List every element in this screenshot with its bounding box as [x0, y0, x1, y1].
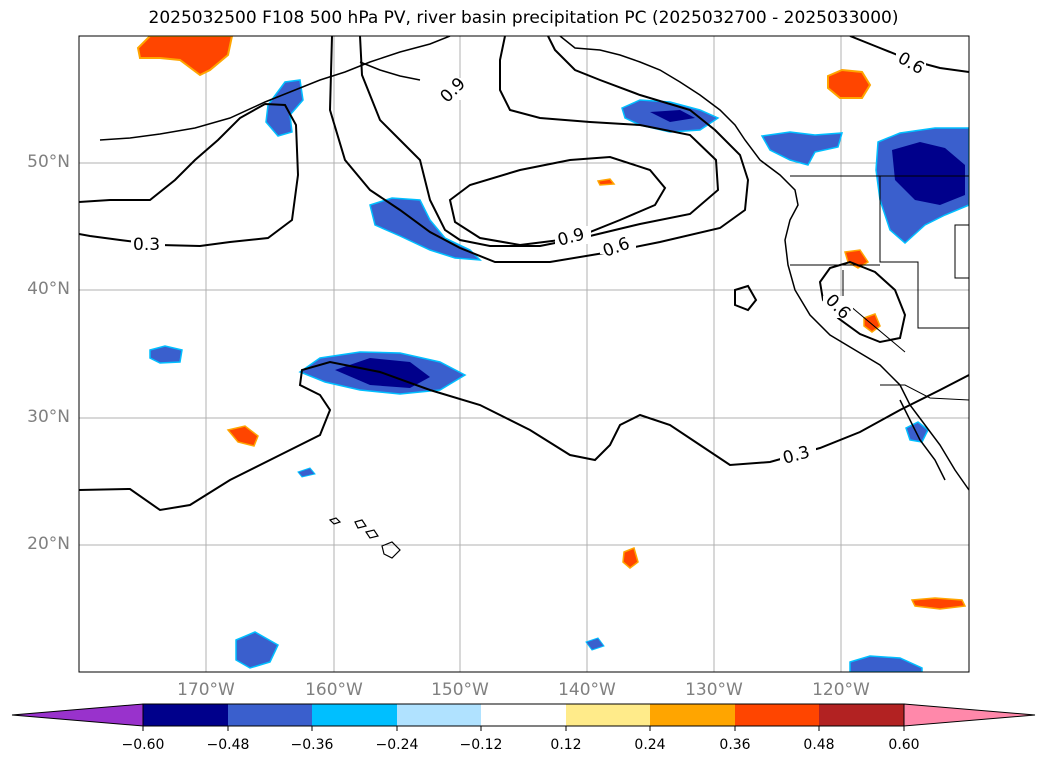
- colorbar-extend-high: [903, 703, 1036, 727]
- hawaii-islands: [328, 517, 401, 559]
- precip-blob-south-east: [849, 655, 923, 672]
- colorbar-tick-label: 0.60: [888, 737, 920, 753]
- map-title: 2025032500 F108 500 hPa PV, river basin …: [148, 8, 899, 28]
- colorbar-frame: [142, 703, 905, 727]
- colorbar-tick-label: −0.36: [290, 737, 334, 753]
- colorbar-bin: [566, 704, 650, 726]
- precip-blob-baja: [905, 421, 929, 443]
- map-frame: [78, 35, 970, 673]
- precip-blob-south-west: [235, 631, 279, 669]
- colorbar-tick-label: −0.24: [375, 737, 419, 753]
- precip-blob-wa: [760, 131, 844, 166]
- lat-label-30n: 30°N: [27, 407, 70, 427]
- colorbar-bin: [650, 704, 735, 726]
- lat-label-50n: 50°N: [27, 152, 70, 172]
- colorbar-bin: [312, 704, 397, 726]
- colorbar-tick-label: −0.48: [206, 737, 250, 753]
- precip-blob-hawaii-nw: [226, 425, 259, 447]
- colorbar-tick-label: 0.24: [634, 737, 666, 753]
- colorbar-bin: [481, 704, 566, 726]
- colorbar-extend-low: [11, 703, 144, 727]
- colorbar-tick-label: 0.48: [803, 737, 835, 753]
- lon-label-160w: 160°W: [305, 680, 363, 700]
- lon-label-170w: 170°W: [177, 680, 235, 700]
- colorbar-bin: [143, 704, 228, 726]
- contour-label: 0.3: [133, 235, 160, 255]
- colorbar-bin: [735, 704, 819, 726]
- colorbar: [11, 703, 1036, 731]
- precip-blob-canada: [827, 68, 872, 99]
- lon-label-130w: 130°W: [685, 680, 743, 700]
- colorbar-bin: [228, 704, 312, 726]
- lat-label-40n: 40°N: [27, 279, 70, 299]
- precip-blob-south-center: [622, 546, 639, 569]
- precip-positive-areas: [136, 36, 967, 610]
- colorbar-tick-label: −0.12: [459, 737, 503, 753]
- colorbar-bin: [819, 704, 904, 726]
- precip-blob-mexico: [910, 597, 967, 610]
- colorbar-bin: [397, 704, 481, 726]
- lon-label-140w: 140°W: [558, 680, 616, 700]
- colorbar-tick-label: 0.36: [719, 737, 751, 753]
- lon-label-150w: 150°W: [431, 680, 489, 700]
- lat-label-20n: 20°N: [27, 534, 70, 554]
- country-borders: [790, 175, 969, 401]
- pv-contours: [79, 36, 969, 512]
- gridlines: [79, 36, 969, 672]
- precip-blob-mid: [596, 178, 616, 186]
- colorbar-tick-label: −0.60: [121, 737, 165, 753]
- coastlines: [99, 36, 969, 491]
- map-plot-area: [79, 36, 969, 672]
- colorbar-tick-label: 0.12: [550, 737, 582, 753]
- lon-label-120w: 120°W: [812, 680, 870, 700]
- precip-blob-nw-corner: [136, 36, 234, 77]
- precip-blob-west-small: [149, 345, 183, 364]
